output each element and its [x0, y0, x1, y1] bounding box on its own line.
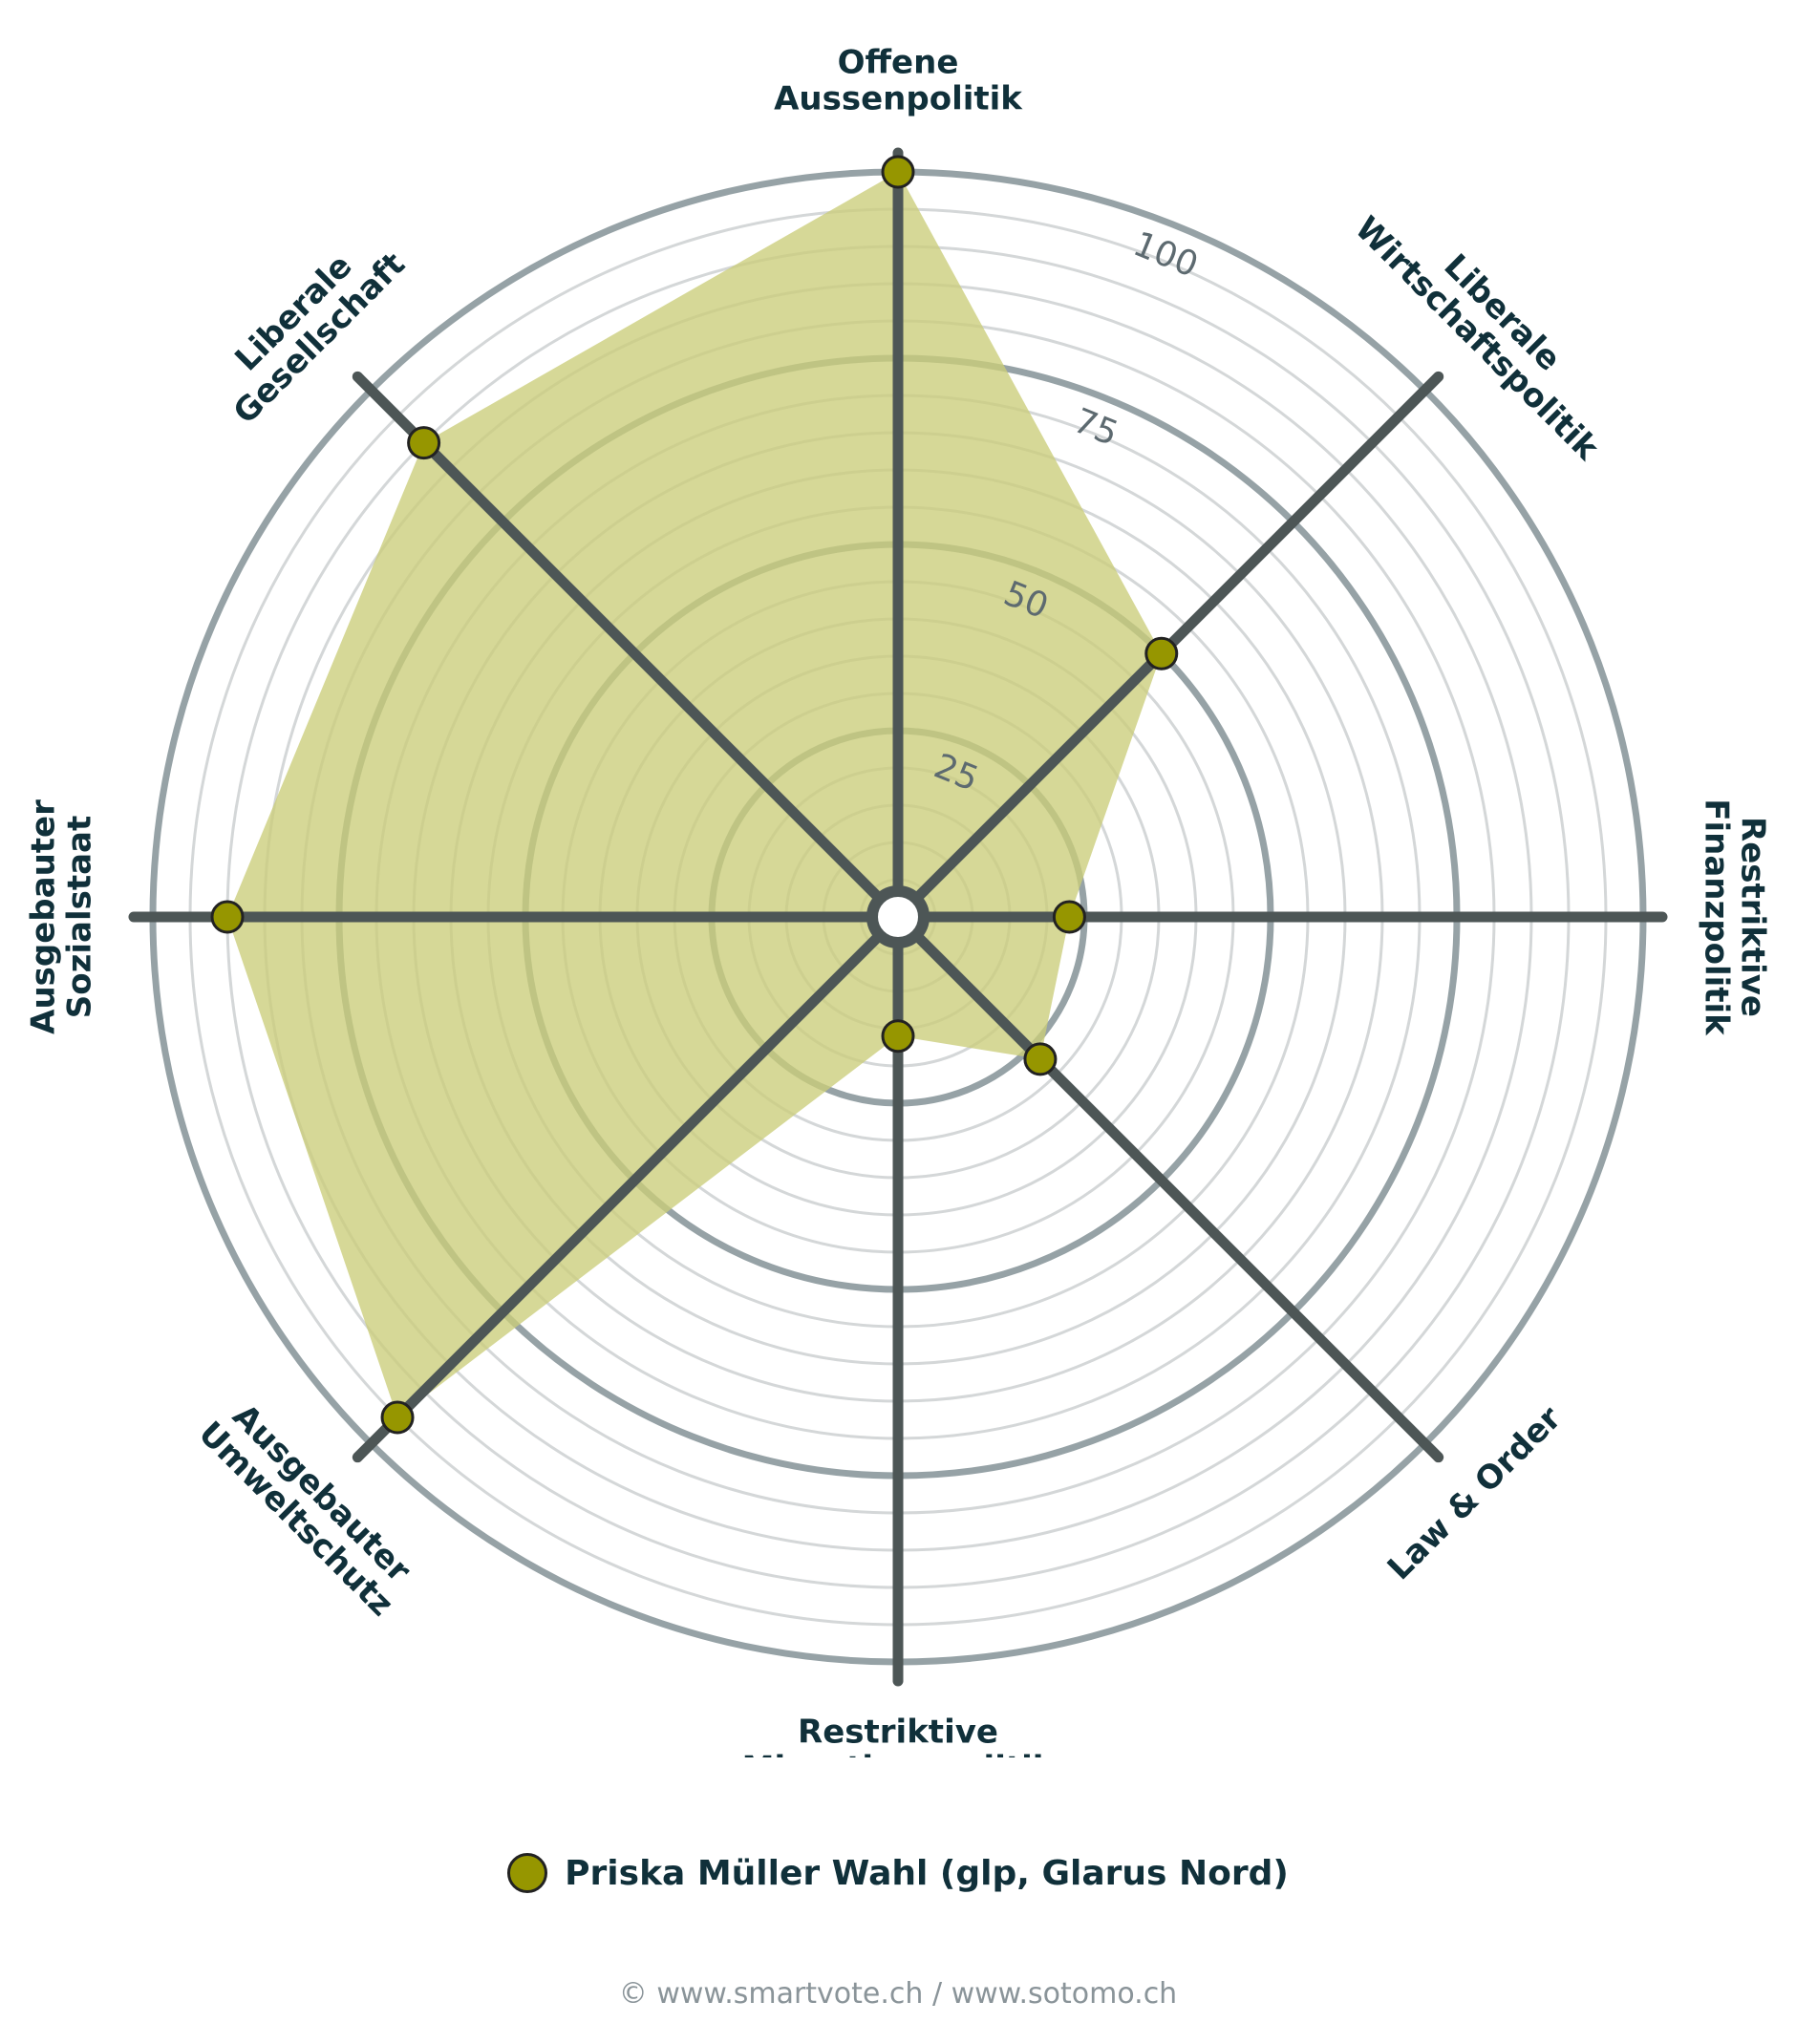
axis-label-line: Ausgebauter: [25, 799, 63, 1034]
ring-tick-label: 75: [1068, 401, 1123, 454]
copyright-footer: © www.smartvote.ch / www.sotomo.ch: [618, 1977, 1178, 2011]
legend-item: Priska Müller Wahl (glp, Glarus Nord): [507, 1853, 1289, 1893]
axis-spoke: [352, 371, 904, 923]
data-point: [210, 900, 245, 934]
axis-label: RestriktiveMigrationspolitik: [742, 1714, 1056, 1758]
axis-spoke: [352, 911, 904, 1463]
axis-label-line: Migrationspolitik: [742, 1750, 1056, 1758]
axis-spoke: [892, 911, 1444, 1463]
data-point: [380, 1400, 415, 1435]
axis-label-line: Restriktive: [1734, 817, 1772, 1017]
axis-label-line: Sozialstaat: [61, 816, 99, 1019]
legend-label: Priska Müller Wahl (glp, Glarus Nord): [565, 1853, 1289, 1893]
data-point: [881, 1019, 915, 1054]
data-point: [1052, 900, 1086, 934]
axis-label-line: Finanzpolitik: [1698, 798, 1736, 1036]
center-hub: [866, 885, 930, 948]
data-point: [1023, 1042, 1058, 1076]
legend-marker: [507, 1853, 548, 1893]
data-points: [210, 155, 1179, 1435]
legend: Priska Müller Wahl (glp, Glarus Nord): [0, 1853, 1796, 1897]
data-point: [407, 426, 441, 460]
data-point: [1144, 636, 1179, 671]
axis-label-line: Offene: [838, 44, 959, 82]
axis-label-line: Aussenpolitik: [774, 80, 1023, 118]
data-point: [881, 155, 915, 189]
axis-label-line: Restriktive: [798, 1714, 998, 1752]
